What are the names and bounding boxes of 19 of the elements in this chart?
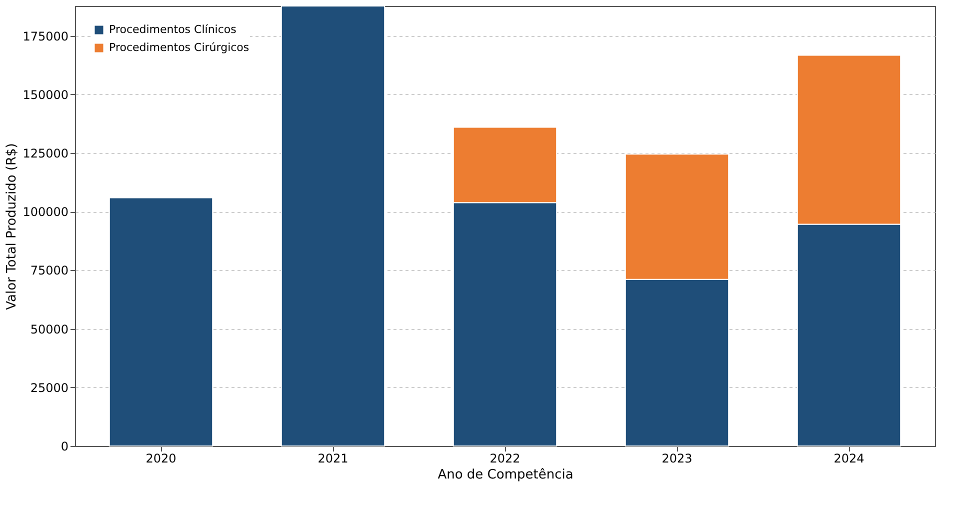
bar [108, 197, 214, 446]
y-tick-label: 150000 [22, 88, 68, 102]
y-tick-label: 25000 [30, 380, 68, 395]
y-tick-label: 175000 [22, 29, 68, 44]
x-tick-label: 2024 [834, 452, 864, 466]
x-tick-label: 2021 [318, 452, 348, 466]
legend-label: Procedimentos Clínicos [109, 23, 237, 36]
y-tick-label: 0 [60, 440, 68, 454]
y-tick-label: 75000 [30, 264, 68, 278]
bar [280, 6, 386, 446]
x-tick-label: 2023 [662, 452, 692, 466]
y-axis-title: Valor Total Produzido (R$) [4, 143, 20, 310]
legend-label: Procedimentos Cirúrgicos [109, 41, 250, 54]
y-tick-label: 100000 [22, 205, 68, 220]
y-tick-label: 125000 [22, 146, 68, 160]
x-axis-title: Ano de Competência [438, 468, 574, 482]
y-tick-label: 50000 [30, 322, 68, 336]
x-tick-label: 2022 [490, 452, 520, 466]
x-tick-label: 2020 [146, 452, 176, 466]
